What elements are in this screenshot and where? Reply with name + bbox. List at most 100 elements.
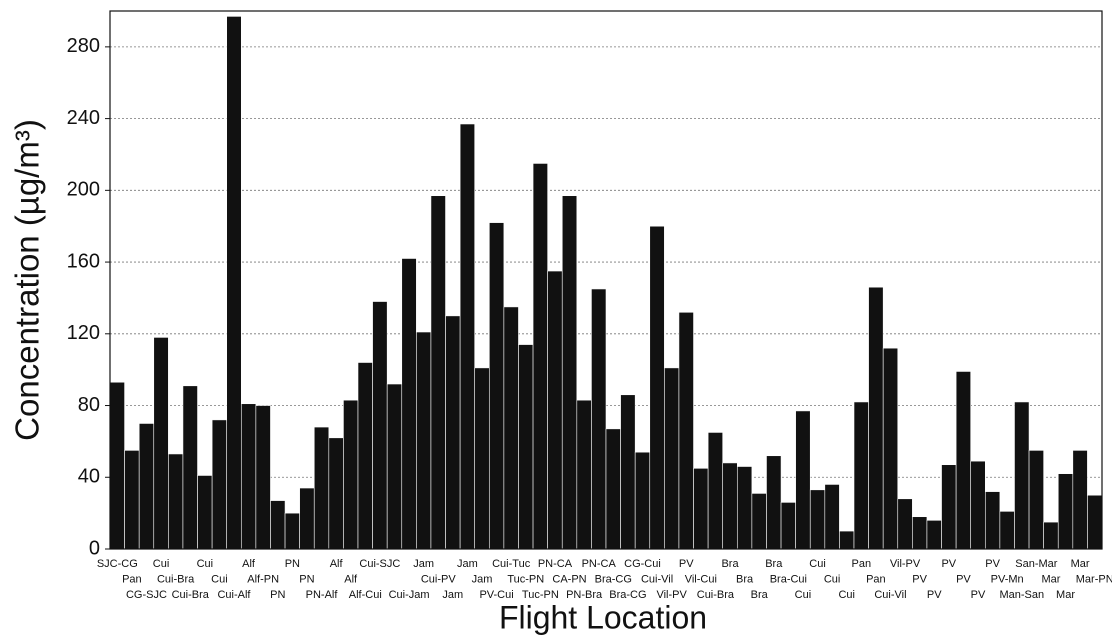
bar bbox=[868, 286, 884, 550]
bar bbox=[897, 498, 913, 550]
x-tick-label: PV-Mn bbox=[991, 573, 1024, 585]
bar bbox=[605, 428, 621, 550]
x-tick-label: Pan bbox=[122, 573, 142, 585]
x-tick-label: Mar bbox=[1056, 589, 1075, 601]
x-tick-label: Bra bbox=[751, 589, 769, 601]
x-tick-label: Vil-PV bbox=[656, 589, 687, 601]
bar bbox=[678, 311, 694, 550]
x-tick-label: Cui-Bra bbox=[172, 589, 210, 601]
x-tick-label: PN-CA bbox=[582, 558, 617, 570]
x-tick-label: Cui bbox=[153, 558, 170, 570]
bar bbox=[955, 371, 972, 550]
bar bbox=[634, 451, 651, 550]
bar bbox=[518, 344, 534, 550]
x-tick-label: PV bbox=[971, 589, 986, 601]
x-tick-label: Alf bbox=[330, 558, 344, 570]
y-tick-label: 120 bbox=[67, 322, 100, 344]
x-tick-label: Jam bbox=[472, 573, 493, 585]
bar bbox=[459, 123, 476, 550]
bar bbox=[576, 399, 592, 550]
bar bbox=[999, 511, 1015, 550]
bar bbox=[284, 512, 300, 550]
x-tick-label: PV bbox=[927, 589, 942, 601]
bar bbox=[153, 337, 169, 550]
bar bbox=[809, 489, 826, 550]
x-tick-label: Alf bbox=[344, 573, 358, 585]
bar bbox=[693, 467, 709, 550]
x-tick-label: Mar bbox=[1041, 573, 1060, 585]
bar bbox=[138, 423, 155, 550]
x-tick-label: Cui bbox=[795, 589, 812, 601]
x-tick-label: PN-Alf bbox=[306, 589, 339, 601]
x-tick-label: PV bbox=[912, 573, 927, 585]
x-tick-label: Pan bbox=[852, 558, 872, 570]
x-tick-label: Bra-CG bbox=[595, 573, 632, 585]
plot-frame bbox=[109, 10, 1103, 550]
x-tick-label: PN-Bra bbox=[566, 589, 603, 601]
bar bbox=[532, 163, 548, 550]
bar bbox=[168, 453, 184, 550]
bar bbox=[1072, 450, 1088, 550]
y-tick-label: 80 bbox=[78, 394, 100, 416]
x-tick-label: Bra-Cui bbox=[770, 573, 807, 585]
bar bbox=[984, 491, 1001, 550]
bar bbox=[401, 258, 417, 550]
bar bbox=[197, 475, 213, 550]
x-tick-label: Cui-Bra bbox=[697, 589, 735, 601]
bar bbox=[547, 270, 563, 550]
bar bbox=[1043, 521, 1059, 550]
x-tick-label: Vil-PV bbox=[890, 558, 921, 570]
bar bbox=[226, 16, 242, 550]
bar bbox=[591, 288, 607, 550]
bar bbox=[780, 502, 796, 550]
bar bbox=[124, 450, 140, 550]
bar bbox=[328, 437, 344, 550]
bar bbox=[313, 426, 330, 550]
x-tick-label: Cui-Tuc bbox=[492, 558, 531, 570]
bar bbox=[649, 225, 665, 550]
x-tick-label: Cui-Vil bbox=[641, 573, 673, 585]
y-axis-title: Concentration (µg/m³) bbox=[9, 119, 46, 441]
bar bbox=[270, 500, 286, 550]
x-tick-label: Cui bbox=[838, 589, 855, 601]
x-tick-label: Cui-Bra bbox=[157, 573, 195, 585]
x-tick-label: Bra bbox=[721, 558, 739, 570]
x-tick-label: PV bbox=[941, 558, 956, 570]
x-tick-label: Mar-PN bbox=[1076, 573, 1112, 585]
bar bbox=[211, 419, 228, 550]
bar bbox=[707, 432, 724, 550]
bar bbox=[182, 385, 198, 550]
x-tick-label: Alf-PN bbox=[247, 573, 279, 585]
x-tick-label: CA-PN bbox=[552, 573, 586, 585]
x-tick-label: Tuc-PN bbox=[507, 573, 544, 585]
bar bbox=[240, 403, 257, 550]
x-tick-label: CG-SJC bbox=[126, 589, 167, 601]
bar bbox=[853, 401, 869, 550]
x-tick-label: Pan bbox=[866, 573, 886, 585]
bar bbox=[722, 462, 738, 550]
bar bbox=[416, 331, 432, 550]
x-axis-title: Flight Location bbox=[499, 599, 707, 635]
x-tick-label: Bra bbox=[736, 573, 754, 585]
x-tick-label: Alf-Cui bbox=[349, 589, 382, 601]
x-tick-label: Bra-CG bbox=[609, 589, 646, 601]
bar bbox=[299, 487, 315, 550]
y-tick-label: 40 bbox=[78, 466, 100, 488]
bar bbox=[664, 367, 680, 550]
x-tick-label: Cui bbox=[824, 573, 841, 585]
bar bbox=[882, 347, 899, 550]
bar bbox=[766, 455, 782, 550]
bar bbox=[941, 464, 957, 550]
bar bbox=[1014, 401, 1030, 550]
x-tick-label: PV bbox=[956, 573, 971, 585]
x-tick-label: PV-Cui bbox=[479, 589, 513, 601]
x-tick-label: Cui-Alf bbox=[217, 589, 251, 601]
bar bbox=[1028, 450, 1044, 550]
x-tick-label: SJC-CG bbox=[97, 558, 138, 570]
x-tick-label: Man-San bbox=[999, 589, 1044, 601]
y-tick-label: 200 bbox=[67, 179, 100, 201]
bar bbox=[751, 493, 767, 550]
x-tick-label: Alf bbox=[242, 558, 256, 570]
x-tick-label: Cui bbox=[211, 573, 228, 585]
